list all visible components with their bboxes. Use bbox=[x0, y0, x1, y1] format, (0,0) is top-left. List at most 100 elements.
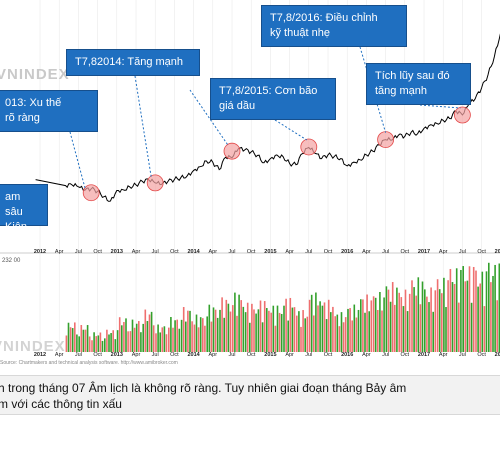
annotation-2016: T7,8/2016: Điều chỉnh kỹ thuật nhẹ bbox=[261, 5, 407, 47]
volume-bar bbox=[362, 299, 364, 352]
volume-bar bbox=[232, 305, 234, 352]
highlight-marker bbox=[453, 106, 471, 124]
volume-bar bbox=[170, 317, 172, 352]
volume-bar bbox=[302, 310, 304, 352]
volume-bar bbox=[221, 297, 223, 352]
volume-bar bbox=[396, 287, 398, 352]
volume-bar bbox=[133, 327, 136, 352]
x-tick-label: 2018 bbox=[495, 249, 500, 255]
volume-bar bbox=[263, 301, 266, 352]
x-tick-label: Apr bbox=[285, 249, 294, 255]
volume-bar bbox=[455, 268, 458, 352]
volume-bar bbox=[293, 307, 296, 352]
volume-bar bbox=[110, 333, 112, 352]
volume-bar bbox=[127, 331, 129, 352]
caption-line-1: h trong tháng 07 Âm lịch là không rõ ràn… bbox=[0, 381, 407, 395]
volume-bar bbox=[368, 311, 370, 352]
volume-bar bbox=[257, 309, 260, 352]
volume-bar bbox=[338, 326, 341, 352]
volume-bar bbox=[266, 308, 268, 352]
volume-bar bbox=[178, 328, 181, 352]
volume-bar bbox=[118, 317, 121, 352]
watermark-volume: VNINDEX bbox=[0, 338, 66, 355]
volume-bar bbox=[458, 302, 460, 352]
volume-bar bbox=[344, 317, 347, 352]
volume-bar bbox=[400, 297, 403, 352]
volume-bar bbox=[185, 321, 187, 352]
volume-bar bbox=[430, 287, 432, 352]
x-tick-label: Jul bbox=[152, 249, 159, 255]
volume-bar bbox=[76, 334, 78, 352]
volume-bar bbox=[355, 317, 358, 352]
volume-bar bbox=[97, 335, 100, 352]
volume-bar bbox=[229, 311, 232, 352]
volume-bar bbox=[296, 315, 298, 352]
x-tick-label: 2015 bbox=[264, 249, 276, 255]
volume-bar bbox=[180, 319, 183, 352]
x-tick-label: Apr bbox=[55, 352, 64, 358]
volume-bar bbox=[394, 304, 396, 352]
volume-bar bbox=[155, 333, 157, 352]
x-tick-label: Oct bbox=[247, 249, 256, 255]
volume-bar bbox=[176, 319, 178, 352]
volume-bar bbox=[353, 304, 356, 352]
volume-bar bbox=[187, 310, 189, 352]
volume-bar bbox=[199, 317, 202, 352]
volume-bar bbox=[88, 336, 91, 352]
caption-box: h trong tháng 07 Âm lịch là không rõ ràn… bbox=[0, 375, 500, 415]
volume-bar bbox=[445, 307, 447, 352]
volume-bar bbox=[140, 332, 142, 352]
volume-bar bbox=[321, 305, 324, 352]
volume-bar bbox=[214, 309, 217, 352]
volume-bar bbox=[125, 318, 127, 352]
volume-bar bbox=[278, 312, 281, 352]
volume-bar bbox=[470, 302, 473, 352]
x-tick-label: Oct bbox=[170, 352, 179, 358]
volume-bar bbox=[481, 271, 484, 352]
volume-bar bbox=[69, 327, 72, 352]
volume-bar bbox=[259, 300, 262, 352]
volume-bar bbox=[67, 322, 70, 352]
volume-bar bbox=[272, 305, 275, 352]
volume-bar bbox=[475, 270, 477, 352]
volume-bar bbox=[172, 327, 174, 352]
chart: 2012 2012 Apr Apr Jul Jul Oct Oct 2013 2013 Apr Apr… bbox=[0, 0, 500, 358]
volume-bar bbox=[308, 299, 311, 352]
volume-bar bbox=[479, 283, 481, 352]
volume-bar bbox=[210, 321, 213, 352]
x-tick-label: Apr bbox=[439, 352, 448, 358]
volume-bar bbox=[370, 300, 373, 352]
volume-bar bbox=[383, 297, 385, 352]
volume-bar bbox=[451, 282, 454, 352]
x-tick-label: Oct bbox=[93, 249, 102, 255]
volume-bar bbox=[112, 330, 114, 352]
x-tick-label: 2018 bbox=[495, 352, 500, 358]
volume-bar bbox=[82, 329, 85, 352]
volume-bar bbox=[426, 296, 428, 352]
volume-bar bbox=[351, 320, 353, 352]
volume-bar bbox=[485, 271, 488, 352]
x-tick-label: Jul bbox=[305, 249, 312, 255]
annotation-leader bbox=[69, 131, 86, 189]
annotation-2014: T7,82014: Tăng mạnh bbox=[66, 49, 200, 76]
volume-bar bbox=[419, 304, 422, 352]
volume-bar bbox=[174, 320, 176, 352]
volume-bar bbox=[95, 336, 97, 352]
volume-bar bbox=[71, 328, 74, 352]
volume-bar bbox=[223, 317, 225, 352]
x-tick-label: Jul bbox=[459, 352, 466, 358]
volume-bar bbox=[144, 309, 147, 352]
x-tick-label: Apr bbox=[132, 249, 141, 255]
volume-bar bbox=[441, 293, 443, 352]
x-tick-label: Oct bbox=[477, 352, 486, 358]
volume-bar bbox=[408, 293, 411, 352]
volume-bar bbox=[121, 325, 123, 352]
volume-bar bbox=[244, 312, 247, 352]
volume-bar bbox=[193, 324, 196, 352]
x-tick-label: Apr bbox=[285, 352, 294, 358]
volume-bar bbox=[236, 315, 238, 352]
price-line bbox=[35, 33, 500, 202]
watermark: VNINDEX bbox=[0, 66, 70, 83]
volume-bar bbox=[404, 289, 407, 352]
volume-bar bbox=[131, 319, 134, 352]
